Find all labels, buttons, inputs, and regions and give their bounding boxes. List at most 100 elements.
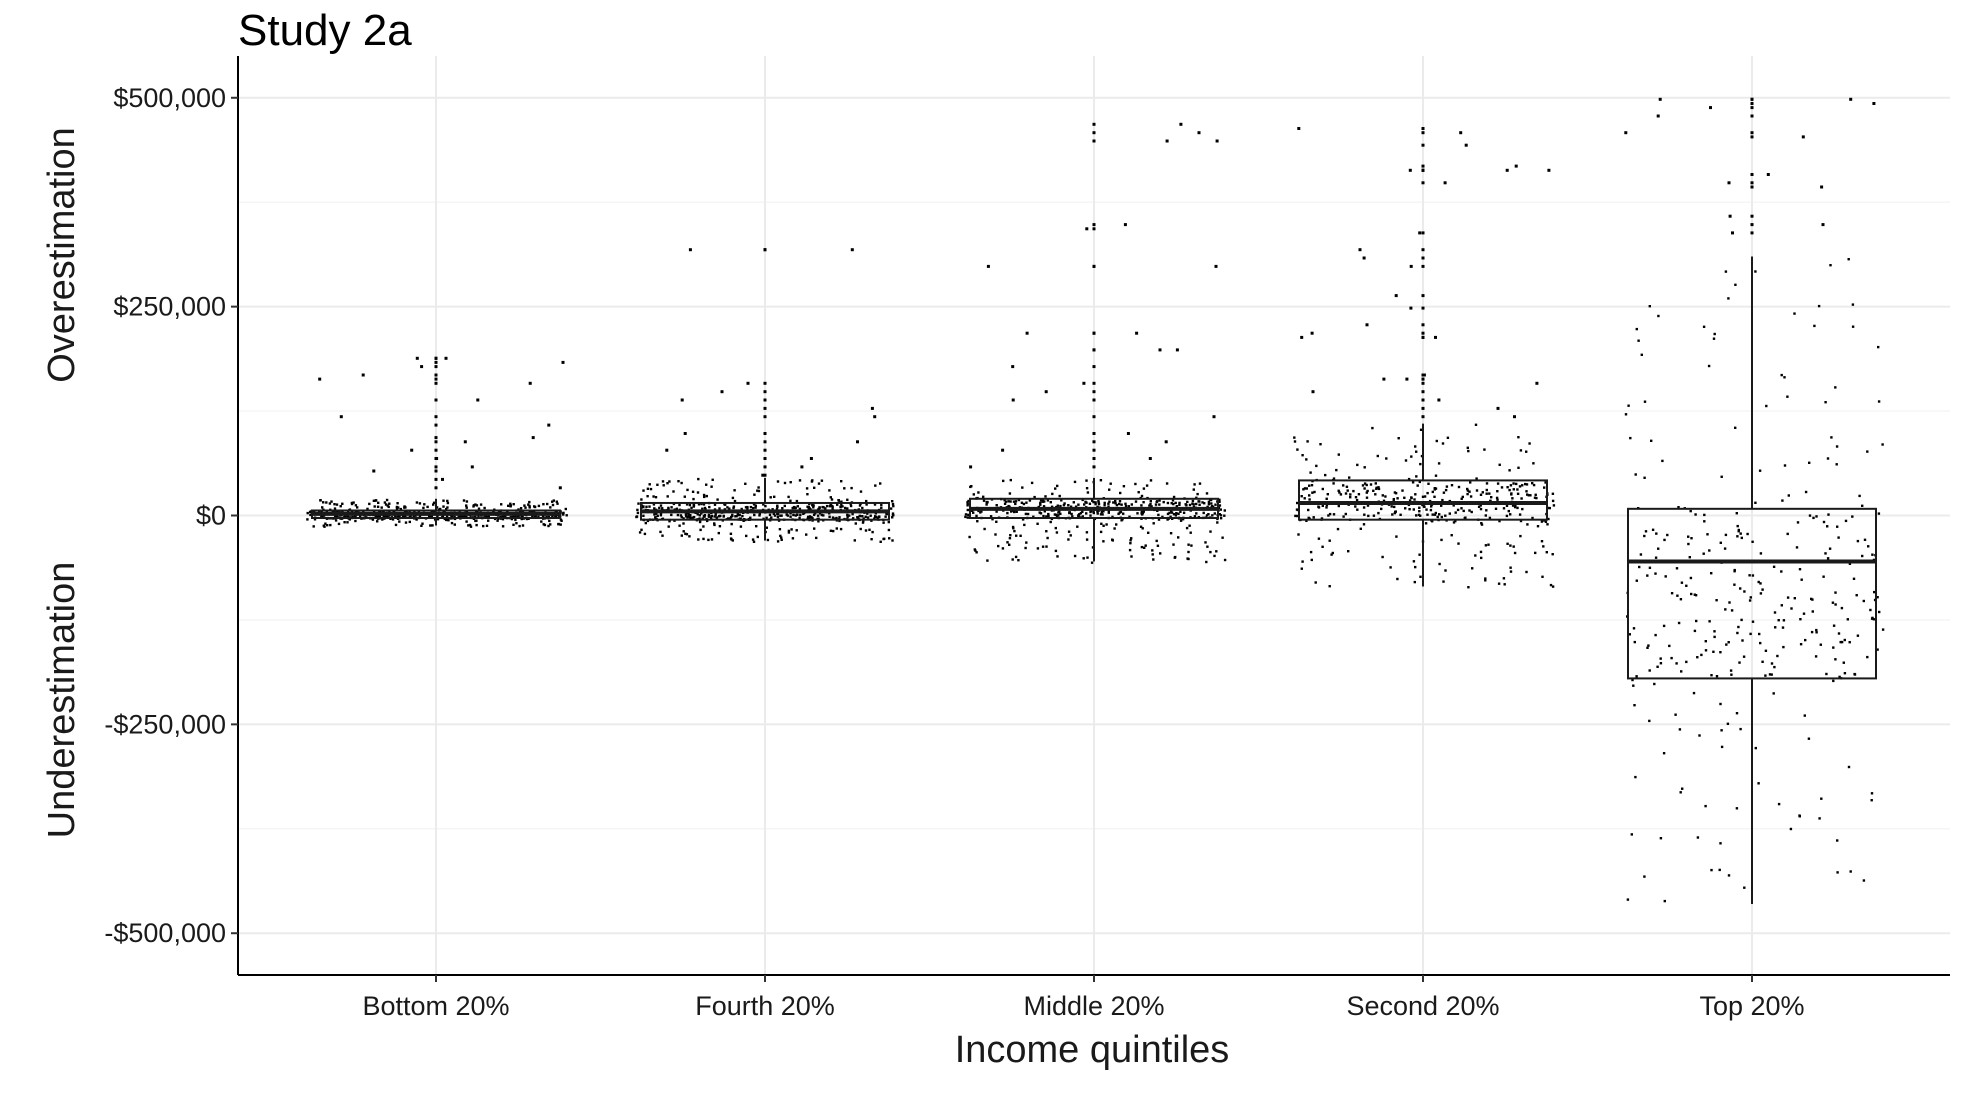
data-point — [1480, 556, 1483, 560]
data-point — [1107, 505, 1110, 508]
data-point — [775, 507, 779, 511]
data-point — [1774, 626, 1777, 629]
data-point — [1419, 575, 1422, 578]
data-point — [679, 514, 683, 517]
data-point — [659, 504, 663, 507]
data-point — [439, 507, 442, 511]
data-point — [1544, 520, 1548, 523]
data-point — [1690, 537, 1693, 540]
outlier-point — [1215, 139, 1219, 143]
data-point — [1187, 550, 1190, 554]
data-point — [1296, 501, 1299, 505]
outlier-point — [1365, 323, 1369, 327]
data-point — [870, 519, 873, 522]
data-point — [1674, 713, 1677, 716]
data-point — [1117, 512, 1120, 515]
data-point — [1097, 500, 1100, 503]
data-point — [1218, 513, 1221, 516]
data-point — [1158, 499, 1161, 502]
data-point — [1836, 525, 1839, 528]
outlier-point — [441, 477, 444, 481]
data-point — [1054, 513, 1058, 516]
data-point — [339, 505, 342, 508]
outlier-point — [1535, 381, 1539, 385]
outlier-point — [1849, 97, 1853, 101]
data-point — [1188, 524, 1191, 527]
data-point — [1759, 592, 1763, 595]
data-point — [1179, 510, 1182, 513]
data-point — [1533, 496, 1537, 499]
data-point — [1108, 500, 1111, 503]
data-point — [696, 491, 700, 494]
data-point — [1003, 499, 1006, 502]
data-point — [1189, 531, 1192, 534]
data-point — [306, 518, 309, 521]
data-point — [1009, 534, 1012, 537]
data-point — [1059, 512, 1062, 515]
data-point — [1367, 514, 1370, 518]
data-point — [678, 503, 681, 507]
data-point — [1124, 502, 1127, 505]
data-point — [1715, 599, 1718, 602]
outlier-point — [434, 448, 438, 452]
data-point — [559, 523, 562, 526]
data-point — [646, 495, 649, 498]
data-point — [1761, 588, 1764, 591]
data-point — [779, 534, 782, 538]
data-point — [880, 503, 883, 507]
data-point — [1408, 499, 1412, 502]
data-point — [496, 519, 499, 522]
data-point — [1152, 522, 1155, 525]
data-point — [680, 481, 683, 485]
data-point — [675, 507, 679, 510]
data-point — [1448, 512, 1451, 515]
outlier-point — [1750, 223, 1754, 227]
data-point — [1654, 556, 1658, 559]
data-point — [1656, 665, 1659, 668]
data-point — [1517, 436, 1520, 439]
data-point — [1096, 510, 1099, 513]
data-point — [810, 480, 814, 483]
data-point — [652, 503, 656, 506]
data-point — [1186, 500, 1189, 504]
data-point — [654, 496, 658, 499]
data-point — [1024, 512, 1028, 516]
data-point — [518, 524, 521, 528]
data-point — [1330, 553, 1333, 556]
data-point — [1736, 524, 1739, 528]
data-point — [661, 507, 664, 510]
x-tick-label: Second 20% — [1346, 991, 1499, 1021]
data-point — [995, 504, 998, 507]
data-point — [776, 512, 779, 516]
y-axis-title-underestimation: Underestimation — [41, 562, 83, 839]
data-point — [1436, 515, 1439, 519]
x-tick-label: Middle 20% — [1023, 991, 1164, 1021]
data-point — [1107, 511, 1110, 514]
data-point — [1743, 590, 1746, 593]
outlier-point — [1179, 122, 1183, 126]
data-point — [790, 528, 793, 531]
data-point — [859, 527, 862, 531]
data-point — [789, 515, 792, 518]
outlier-point — [1514, 164, 1518, 168]
data-point — [702, 537, 705, 541]
data-point — [1740, 536, 1743, 540]
data-point — [1842, 661, 1845, 664]
data-point — [1149, 479, 1153, 482]
data-point — [1790, 607, 1793, 610]
data-point — [1834, 591, 1837, 594]
data-point — [879, 540, 882, 543]
data-point — [707, 538, 710, 542]
data-point — [1223, 514, 1226, 517]
outlier-point — [1709, 106, 1712, 110]
outlier-point — [434, 477, 438, 481]
y-tick-label: -$250,000 — [104, 709, 226, 739]
data-point — [482, 524, 485, 528]
data-point — [1836, 839, 1839, 842]
data-point — [484, 515, 487, 518]
data-point — [1782, 645, 1785, 649]
data-point — [1496, 490, 1499, 493]
data-point — [766, 538, 770, 542]
data-point — [1512, 482, 1515, 485]
data-point — [812, 506, 815, 509]
